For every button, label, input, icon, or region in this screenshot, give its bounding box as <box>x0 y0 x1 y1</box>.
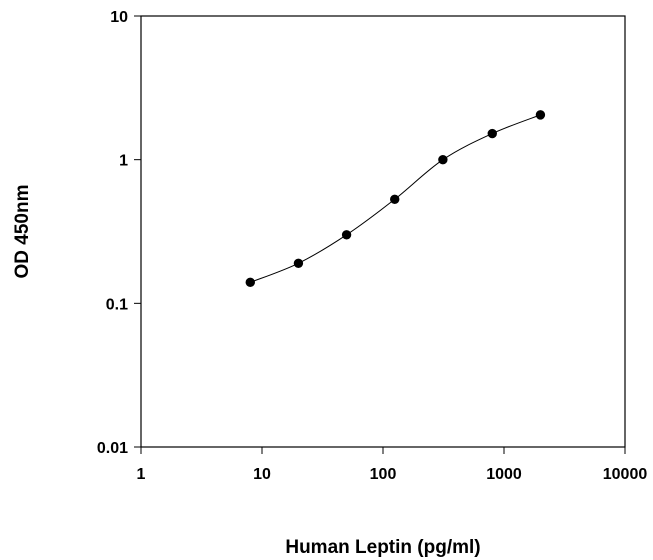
x-tick-label: 1 <box>137 466 146 483</box>
x-axis-title: Human Leptin (pg/ml) <box>285 537 480 558</box>
data-point <box>341 230 352 240</box>
x-tick-label: 100 <box>370 466 397 483</box>
data-point <box>487 128 497 139</box>
data-point <box>438 154 448 165</box>
y-tick-label: 0.01 <box>97 440 128 457</box>
plot-border <box>140 15 626 448</box>
data-point <box>245 277 255 288</box>
y-tick-label: 10 <box>110 9 128 26</box>
data-point <box>293 258 304 268</box>
x-tick-label: 10000 <box>603 466 648 483</box>
x-tick-label: 1000 <box>486 466 522 483</box>
y-axis-title: OD 450nm <box>12 185 33 279</box>
y-tick-label: 1 <box>119 153 128 170</box>
data-series <box>245 110 546 288</box>
y-axis-ticks: 0.01 0.1 1 10 <box>97 9 141 457</box>
plot-frame <box>140 15 626 448</box>
data-point <box>390 194 400 204</box>
x-tick-label: 10 <box>253 466 271 483</box>
data-point <box>535 110 546 120</box>
x-axis-ticks: 1 10 100 1000 10000 <box>137 447 648 483</box>
y-tick-label: 0.1 <box>106 296 128 313</box>
